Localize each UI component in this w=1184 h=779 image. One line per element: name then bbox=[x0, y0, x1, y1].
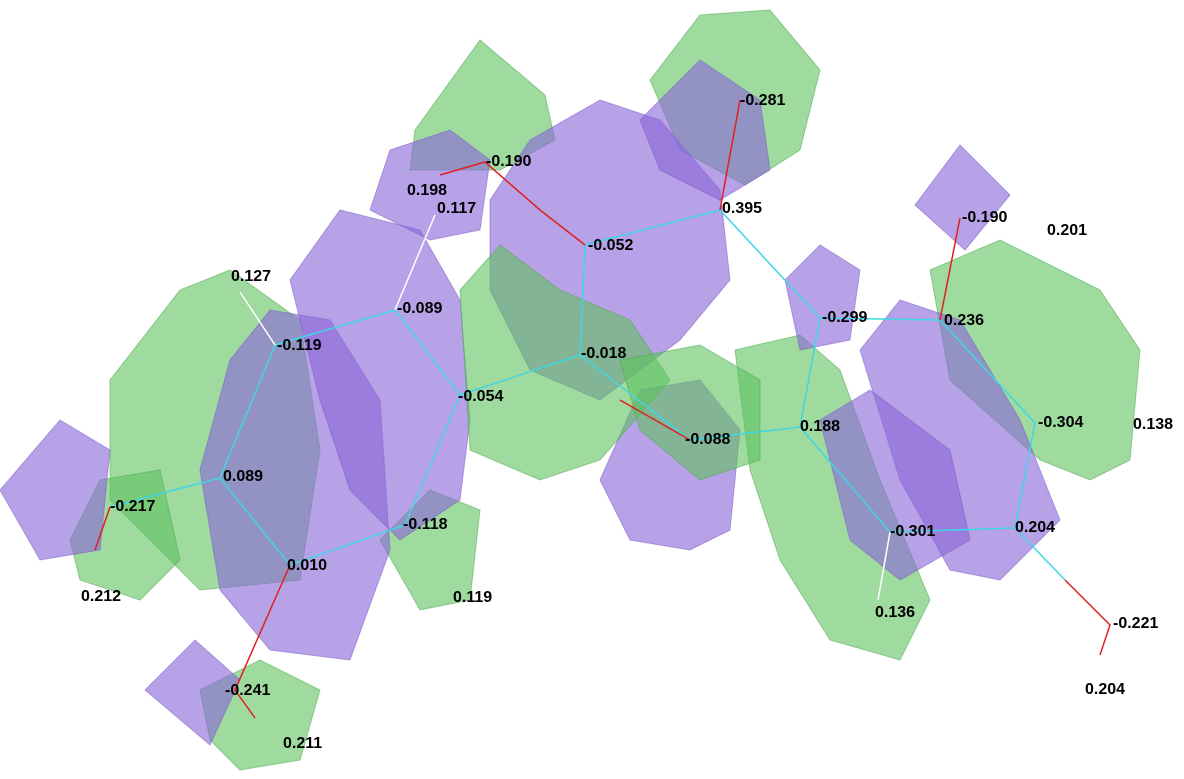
charge-label: 0.089 bbox=[223, 468, 263, 485]
charge-label: -0.119 bbox=[277, 337, 322, 354]
charge-label: 0.201 bbox=[1047, 222, 1087, 239]
bond bbox=[239, 291, 276, 346]
bond bbox=[439, 161, 586, 246]
lobe bbox=[619, 344, 761, 481]
lobe bbox=[914, 144, 1011, 251]
bond bbox=[1014, 527, 1066, 581]
charge-label: -0.089 bbox=[397, 300, 442, 317]
charge-label: 0.127 bbox=[231, 268, 271, 285]
lobe bbox=[0, 419, 111, 561]
charge-label: -0.221 bbox=[1113, 615, 1158, 632]
charge-label: -0.304 bbox=[1038, 414, 1083, 431]
bond bbox=[877, 531, 891, 601]
charge-label: -0.299 bbox=[822, 309, 867, 326]
bond bbox=[719, 99, 741, 211]
charge-label: -0.190 bbox=[962, 209, 1007, 226]
bonds bbox=[94, 99, 1111, 719]
bond bbox=[619, 399, 691, 441]
charge-label: -0.088 bbox=[685, 431, 730, 448]
charge-label: -0.054 bbox=[458, 388, 503, 405]
charge-label: -0.241 bbox=[225, 682, 270, 699]
ring bbox=[459, 209, 821, 441]
lobe bbox=[784, 244, 861, 351]
charge-label: 0.212 bbox=[81, 588, 121, 605]
charge-label: -0.190 bbox=[486, 153, 531, 170]
charge-label: 0.211 bbox=[283, 735, 322, 752]
charge-label: 0.204 bbox=[1085, 681, 1125, 698]
bond bbox=[94, 506, 111, 551]
charge-label: -0.217 bbox=[110, 498, 155, 515]
ring bbox=[799, 317, 1036, 533]
charge-label: 0.395 bbox=[722, 200, 762, 217]
bond bbox=[1064, 579, 1111, 656]
charge-label: 0.198 bbox=[407, 182, 447, 199]
charge-label: 0.117 bbox=[437, 200, 476, 217]
charge-label: 0.136 bbox=[875, 604, 915, 621]
bond bbox=[939, 217, 961, 321]
charge-label: 0.188 bbox=[800, 418, 840, 435]
charge-label: -0.018 bbox=[581, 345, 626, 362]
charge-label: -0.118 bbox=[403, 516, 448, 533]
charge-label: 0.138 bbox=[1133, 416, 1173, 433]
charge-label: -0.301 bbox=[890, 523, 935, 540]
charge-label: -0.281 bbox=[740, 92, 785, 109]
lobe bbox=[639, 59, 771, 201]
isosurfaces bbox=[0, 9, 1141, 771]
charge-label: 0.204 bbox=[1015, 519, 1055, 536]
bond bbox=[394, 214, 436, 311]
charge-label: 0.119 bbox=[453, 589, 492, 606]
lobe bbox=[819, 389, 971, 581]
charge-label: 0.010 bbox=[287, 557, 327, 574]
lobe bbox=[369, 129, 491, 241]
charge-label: -0.052 bbox=[588, 237, 633, 254]
bond bbox=[234, 564, 291, 719]
charge-label: 0.236 bbox=[944, 312, 984, 329]
bond bbox=[109, 477, 221, 508]
lobe bbox=[289, 209, 471, 541]
